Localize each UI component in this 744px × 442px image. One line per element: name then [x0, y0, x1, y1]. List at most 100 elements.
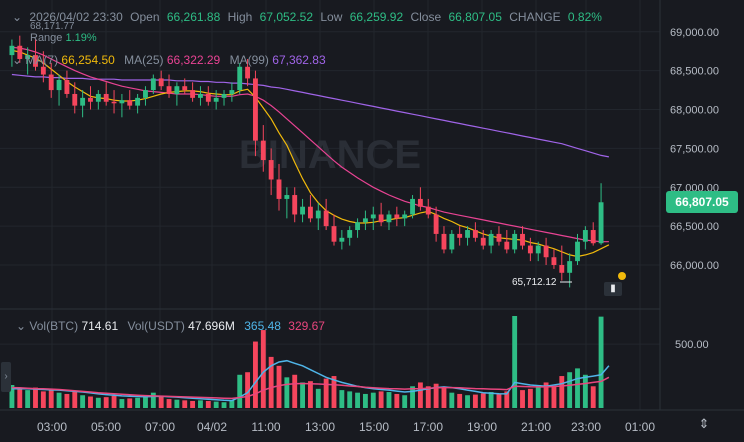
- candle-body: [457, 233, 463, 238]
- candle-body: [582, 230, 588, 242]
- vol-btc-value: 714.61: [81, 319, 119, 333]
- candle-body: [598, 202, 604, 244]
- volume-bar: [245, 372, 251, 408]
- time-tick: 13:00: [305, 420, 335, 434]
- time-tick: 04/02: [197, 420, 227, 434]
- volume-axis: 500.00: [675, 339, 709, 351]
- candle-body: [95, 93, 101, 102]
- low-label: Low: [320, 10, 343, 24]
- event-flag-icon[interactable]: ▮: [604, 282, 622, 296]
- volume-bar: [457, 393, 463, 408]
- volume-bar: [127, 398, 133, 408]
- volume-bar: [417, 382, 423, 408]
- candle-body: [119, 100, 125, 104]
- candle-body: [441, 233, 447, 250]
- volume-bar: [441, 387, 447, 408]
- volume-bar: [25, 390, 31, 408]
- ma-collapse-icon[interactable]: ⌄: [12, 53, 23, 67]
- candle-body: [111, 101, 117, 104]
- vol-btc-label: Vol(BTC): [29, 319, 79, 333]
- candle-body: [229, 90, 235, 94]
- candle-body: [378, 214, 384, 223]
- candle-body: [543, 245, 549, 258]
- candle-body: [339, 237, 345, 242]
- notification-dot-icon[interactable]: [618, 272, 626, 280]
- vol-collapse-icon[interactable]: ⌄: [16, 319, 27, 333]
- candle-body: [323, 210, 329, 227]
- candle-body: [512, 233, 518, 250]
- candle-body: [56, 79, 62, 91]
- range-value: 1.19%: [65, 32, 97, 44]
- candle-body: [527, 245, 533, 254]
- candle-body: [425, 206, 431, 215]
- close-value: 66,807.05: [448, 10, 502, 24]
- min-price-marker: 65,712.12: [512, 277, 557, 288]
- volume-bar: [496, 393, 502, 408]
- volume-bar: [33, 387, 38, 408]
- candle-body: [268, 160, 274, 180]
- candle-body: [276, 179, 282, 199]
- candle-body: [64, 79, 70, 94]
- candle-body: [362, 218, 368, 223]
- volume-bar: [575, 368, 580, 408]
- volume-bar: [551, 386, 557, 408]
- volume-tick: 500.00: [675, 339, 709, 351]
- vol-usdt-label: Vol(USDT): [127, 319, 185, 333]
- volume-bar: [567, 372, 573, 408]
- candle-body: [347, 230, 353, 238]
- expand-left-icon[interactable]: ›: [1, 362, 11, 392]
- time-tick: 05:00: [91, 420, 121, 434]
- collapse-icon[interactable]: ⌄: [12, 10, 23, 24]
- volume-bar: [582, 374, 588, 408]
- volume-bar: [300, 382, 306, 408]
- candle-body: [386, 214, 392, 223]
- volume-bar: [95, 397, 101, 408]
- auto-scale-icon[interactable]: ⇕: [698, 416, 710, 431]
- volume-bar: [17, 388, 23, 408]
- candle-body: [575, 241, 580, 262]
- volume-bar: [512, 316, 518, 408]
- volume-bar: [174, 399, 180, 408]
- volume-bar: [9, 385, 15, 408]
- volume-bar: [527, 388, 533, 408]
- candle-body: [355, 222, 360, 231]
- volume-bar: [292, 374, 298, 408]
- ma-legend: ⌄ MA(7) 66,254.50 MA(25) 66,322.29 MA(99…: [12, 53, 326, 67]
- price-axis[interactable]: 69,000.0068,500.0068,000.0067,500.0067,0…: [670, 27, 719, 272]
- volume-bar: [190, 400, 196, 408]
- volume-bar: [520, 390, 525, 408]
- ohlc-header: ⌄ 2026/04/02 23:30 Open 66,261.88 High 6…: [12, 10, 606, 24]
- volume-bar: [472, 394, 478, 408]
- candle-body: [559, 265, 565, 273]
- volume-bar: [150, 392, 156, 408]
- top-price-label: 68,171.77: [30, 21, 75, 32]
- time-axis[interactable]: 03:00 05:00 07:00 04/02 11:00 13:00 15:00 17:00…: [37, 420, 655, 434]
- candle-body: [370, 214, 376, 219]
- candle-body: [307, 206, 313, 219]
- volume-bar: [480, 393, 486, 408]
- candle-body: [253, 78, 258, 141]
- volume-bar: [111, 395, 117, 408]
- candle-body: [182, 86, 188, 91]
- candle-body: [417, 198, 423, 207]
- volume-bar: [433, 383, 439, 408]
- candle-body: [33, 55, 38, 67]
- candle-body: [150, 78, 156, 91]
- candle-body: [551, 257, 557, 266]
- volume-bar: [307, 381, 313, 408]
- time-tick: 01:00: [625, 420, 655, 434]
- candle-body: [80, 97, 86, 106]
- high-label: High: [227, 10, 253, 24]
- time-tick: 07:00: [145, 420, 175, 434]
- candle-body: [402, 214, 408, 219]
- volume-bar: [268, 356, 274, 408]
- volume-bar: [315, 388, 321, 408]
- candle-body: [488, 233, 494, 246]
- candle-body: [221, 93, 227, 98]
- volume-bar: [119, 399, 125, 408]
- ma25-line: [11, 46, 609, 243]
- candle-body: [590, 230, 596, 244]
- volume-bar: [135, 397, 141, 408]
- candle-body: [465, 230, 470, 238]
